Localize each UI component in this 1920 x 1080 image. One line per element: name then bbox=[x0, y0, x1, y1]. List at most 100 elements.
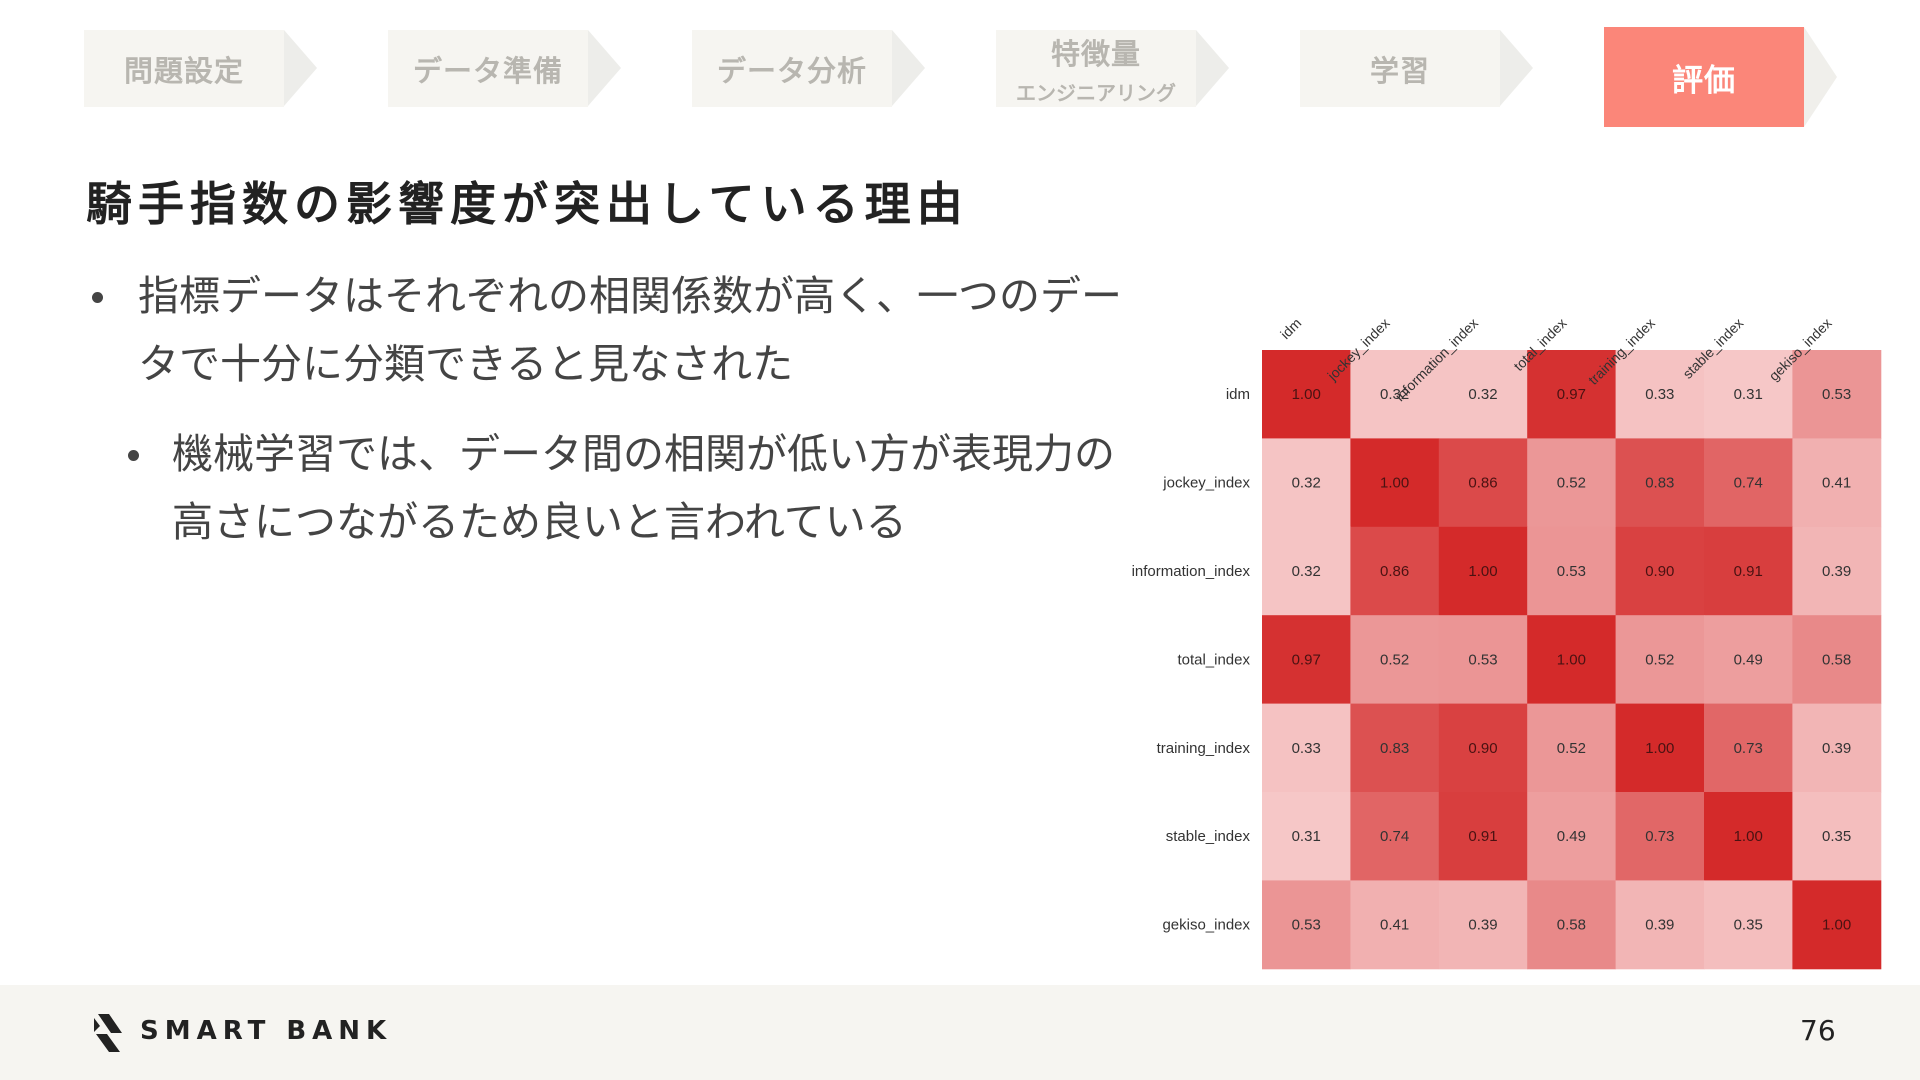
heatmap-cell bbox=[1792, 526, 1882, 616]
bullet-text: 指標データはそれぞれの相関係数が高く、一つのデータで十分に分類できると見なされた bbox=[138, 272, 1122, 388]
step-evaluation: 評価 bbox=[1604, 27, 1837, 127]
heatmap-cell bbox=[1350, 615, 1440, 705]
heatmap-cell bbox=[1615, 438, 1705, 528]
heatmap-cell-label: 0.52 bbox=[1557, 475, 1586, 492]
heatmap-column-label: idm bbox=[1277, 315, 1304, 342]
heatmap-cell-label: 0.73 bbox=[1734, 740, 1763, 757]
bullet-level2: 機械学習では、データ間の相関が低い方が表現力の高さにつながるため良いと言われてい… bbox=[92, 420, 1122, 556]
heatmap-cell bbox=[1438, 703, 1528, 793]
heatmap-cell-label: 0.32 bbox=[1468, 386, 1497, 403]
heatmap-cell bbox=[1262, 792, 1351, 881]
heatmap-row-label: gekiso_index bbox=[1162, 917, 1250, 934]
step-arrow bbox=[1500, 30, 1533, 106]
footer bbox=[0, 985, 1920, 1080]
heatmap-cell bbox=[1350, 792, 1440, 881]
step-label: 特徴量 bbox=[1050, 37, 1141, 71]
heatmap-cell-label: 0.31 bbox=[1734, 386, 1763, 403]
heatmap-cell-label: 1.00 bbox=[1380, 475, 1409, 492]
heatmap-cell bbox=[1438, 350, 1528, 439]
heatmap-cell bbox=[1704, 350, 1793, 439]
step-problem-setting: 問題設定 bbox=[84, 30, 317, 107]
heatmap-cell-label: 0.41 bbox=[1380, 917, 1409, 934]
heatmap-cell-label: 0.58 bbox=[1557, 917, 1586, 934]
step-arrow bbox=[892, 30, 925, 106]
heatmap-cell bbox=[1704, 703, 1793, 793]
heatmap-cell-label: 0.83 bbox=[1380, 740, 1409, 757]
step-label: 学習 bbox=[1369, 53, 1430, 88]
heatmap-cell bbox=[1615, 526, 1705, 616]
heatmap-cell-label: 0.53 bbox=[1557, 563, 1586, 580]
process-steps: 問題設定 データ準備 データ分析 特徴量 エンジニアリング 学習 評価 bbox=[0, 0, 1920, 140]
heatmap-cell bbox=[1615, 615, 1705, 705]
heatmap-cell-label: 0.90 bbox=[1645, 563, 1674, 580]
heatmap-cell-label: 0.74 bbox=[1734, 475, 1763, 492]
heatmap-cell-label: 0.53 bbox=[1822, 386, 1851, 403]
heatmap-cell bbox=[1438, 615, 1528, 705]
step-arrow bbox=[1196, 30, 1229, 106]
heatmap-cell bbox=[1615, 350, 1705, 439]
heatmap-cell-label: 0.97 bbox=[1292, 651, 1321, 668]
heatmap-cell-label: 0.39 bbox=[1822, 740, 1851, 757]
heatmap-cell bbox=[1262, 350, 1351, 439]
heatmap-cell-label: 0.35 bbox=[1822, 828, 1851, 845]
heatmap-cell-label: 0.90 bbox=[1468, 740, 1497, 757]
heatmap-cell bbox=[1527, 703, 1617, 793]
smartbank-logo-icon bbox=[94, 1014, 122, 1052]
bullet-level1: 指標データはそれぞれの相関係数が高く、一つのデータで十分に分類できると見なされた bbox=[92, 262, 1122, 398]
bullet-list: 指標データはそれぞれの相関係数が高く、一つのデータで十分に分類できると見なされた… bbox=[92, 262, 1122, 556]
heatmap-cell bbox=[1792, 350, 1882, 439]
heatmap-cell bbox=[1262, 703, 1351, 793]
heatmap-cell-label: 0.32 bbox=[1380, 386, 1409, 403]
heatmap-cell-label: 0.52 bbox=[1380, 651, 1409, 668]
heatmap-cell bbox=[1527, 615, 1617, 705]
heatmap-cell-label: 0.33 bbox=[1645, 386, 1674, 403]
heatmap-cell-label: 0.53 bbox=[1468, 651, 1497, 668]
heatmap-cell-label: 0.86 bbox=[1380, 563, 1409, 580]
heatmap-cell-label: 1.00 bbox=[1292, 386, 1321, 403]
heatmap-cell bbox=[1527, 438, 1617, 528]
page-number: 76 bbox=[1800, 1014, 1836, 1047]
heatmap-cell bbox=[1350, 880, 1440, 970]
heatmap-cell-label: 0.53 bbox=[1292, 917, 1321, 934]
step-data-preparation: データ準備 bbox=[388, 30, 621, 107]
step-label: 問題設定 bbox=[123, 53, 244, 88]
heatmap-cell-label: 1.00 bbox=[1468, 563, 1497, 580]
slide-title: 騎手指数の影響度が突出している理由 bbox=[86, 177, 969, 231]
heatmap-cell-label: 1.00 bbox=[1734, 828, 1763, 845]
heatmap-cell bbox=[1792, 615, 1882, 705]
heatmap-cell bbox=[1438, 880, 1528, 970]
heatmap-row-label: information_index bbox=[1132, 563, 1251, 580]
heatmap-cell-label: 0.49 bbox=[1734, 651, 1763, 668]
heatmap-cell-label: 0.33 bbox=[1292, 740, 1321, 757]
heatmap-cell bbox=[1615, 703, 1705, 793]
heatmap-cell bbox=[1527, 880, 1617, 970]
heatmap-row-label: training_index bbox=[1157, 740, 1251, 757]
heatmap-cell-label: 0.58 bbox=[1822, 651, 1851, 668]
heatmap-cell-label: 0.32 bbox=[1292, 563, 1321, 580]
correlation-heatmap: 1.00 0.32 0.32 0.97 0.33 0.31 0.53 0.32 1.00 0.86… bbox=[1100, 240, 1890, 980]
heatmap-cell-label: 0.86 bbox=[1468, 475, 1497, 492]
heatmap-cell bbox=[1262, 526, 1351, 616]
step-label: データ準備 bbox=[412, 53, 563, 88]
heatmap-cell bbox=[1704, 615, 1793, 705]
step-arrow bbox=[284, 30, 317, 106]
step-label: データ分析 bbox=[716, 53, 867, 88]
heatmap-cell bbox=[1438, 526, 1528, 616]
heatmap-cell-label: 1.00 bbox=[1822, 917, 1851, 934]
step-arrow bbox=[588, 30, 621, 106]
heatmap-cell-label: 0.49 bbox=[1557, 828, 1586, 845]
heatmap-cell bbox=[1262, 615, 1351, 705]
heatmap-row-label: jockey_index bbox=[1162, 475, 1250, 492]
heatmap-row-label: stable_index bbox=[1166, 828, 1251, 845]
heatmap-cell bbox=[1438, 438, 1528, 528]
step-label: 評価 bbox=[1672, 62, 1736, 99]
heatmap-cell-label: 0.32 bbox=[1292, 475, 1321, 492]
heatmap-cell bbox=[1350, 526, 1440, 616]
heatmap-cell bbox=[1792, 438, 1882, 528]
heatmap-cell-label: 0.39 bbox=[1822, 563, 1851, 580]
step-sublabel: エンジニアリング bbox=[1016, 81, 1176, 105]
heatmap-cell-label: 0.74 bbox=[1380, 828, 1409, 845]
heatmap-cell-label: 0.31 bbox=[1292, 828, 1321, 845]
bullet-text: 機械学習では、データ間の相関が低い方が表現力の高さにつながるため良いと言われてい… bbox=[172, 430, 1115, 546]
heatmap-cell bbox=[1615, 880, 1705, 970]
